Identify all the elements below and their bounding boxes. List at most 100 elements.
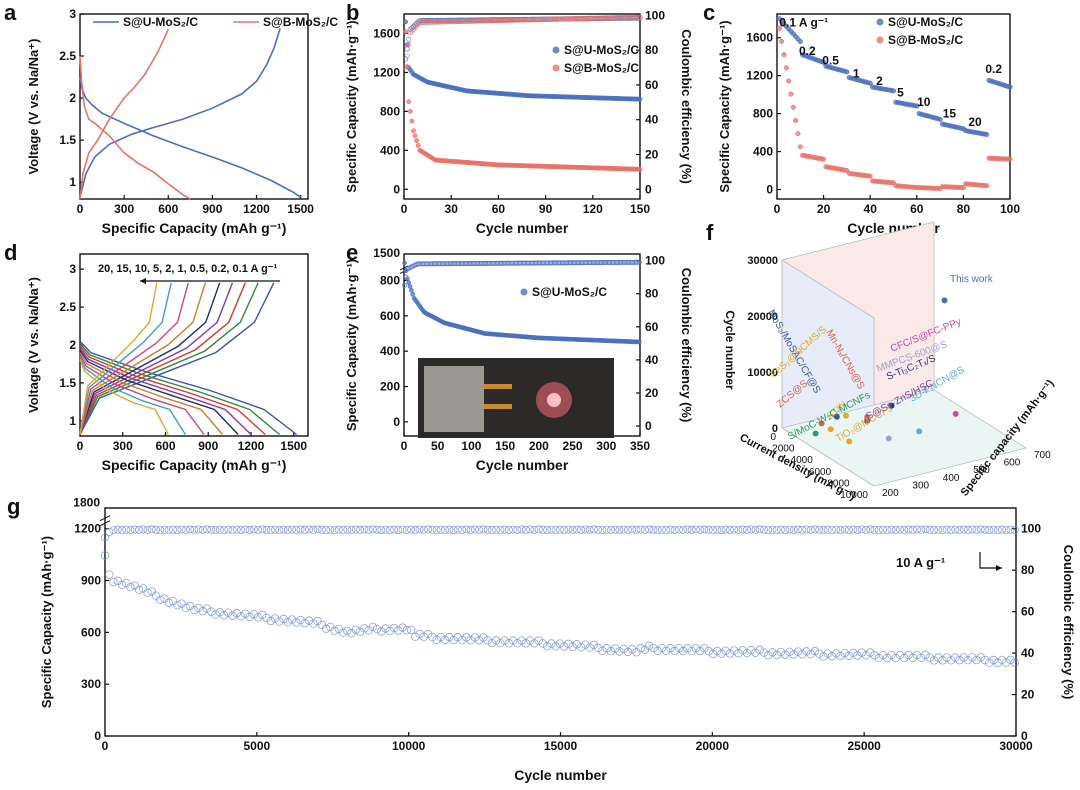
capacity-point — [1010, 658, 1019, 667]
ce-point — [700, 525, 709, 534]
ce-point — [538, 525, 547, 534]
capacity-point — [955, 656, 964, 665]
ce-point — [713, 525, 722, 534]
capacity-point — [695, 646, 705, 656]
ce-point — [589, 525, 598, 534]
ce-point — [428, 525, 437, 534]
capacity-point — [832, 649, 841, 658]
ce-point — [351, 525, 360, 534]
ce-point — [717, 526, 726, 535]
ce-point — [602, 525, 611, 534]
capacity-point — [113, 576, 122, 586]
ce-point — [105, 527, 114, 536]
capacity-point — [462, 633, 471, 642]
ce-point — [628, 525, 637, 534]
ce-point — [377, 526, 386, 535]
ce-point — [883, 526, 892, 535]
capacity-point — [721, 646, 730, 656]
comparison-point — [812, 430, 819, 437]
rate-20-charge-curve — [79, 282, 158, 435]
capacity-point — [428, 632, 437, 642]
ce-point — [989, 525, 998, 534]
y-tick-label: 1600 — [373, 26, 400, 40]
capacity-point — [292, 618, 301, 627]
y2-tick-label: 100 — [1021, 522, 1041, 536]
ce-point — [445, 525, 454, 534]
capacity-point — [853, 651, 862, 660]
ce-point — [356, 525, 365, 534]
y2-tick-label: 0 — [645, 182, 652, 196]
capacity-point — [126, 582, 135, 592]
legend-label: S@B-MoS₂/C — [888, 33, 963, 47]
capacity-point — [432, 635, 441, 644]
capacity-point — [857, 648, 866, 657]
capacity-point — [130, 581, 139, 590]
rate-15-charge-curve — [79, 282, 172, 435]
z-tick-label: 30000 — [747, 255, 778, 267]
ce-point — [734, 525, 743, 534]
series-1-line — [79, 28, 281, 198]
x-tick-label: 0 — [77, 202, 84, 216]
capacity-point — [470, 633, 480, 642]
rate-0.1-discharge-curve — [79, 340, 298, 436]
capacity-point — [487, 638, 497, 648]
x-tick-label: 1500 — [287, 202, 314, 216]
y-break-label: 1800 — [73, 496, 100, 510]
ce-point — [908, 525, 917, 534]
data-point — [788, 91, 794, 97]
capacity-point — [985, 658, 994, 668]
axis-frame — [403, 13, 641, 200]
ce-point — [152, 525, 161, 534]
y-tick-label: 1200 — [746, 69, 773, 83]
x-tick-label: 600 — [155, 439, 175, 453]
ce-point — [271, 525, 280, 534]
capacity-point — [338, 628, 348, 637]
data-point — [821, 59, 827, 65]
legend-marker — [552, 64, 560, 72]
rate-label: 0.1 A g⁻¹ — [779, 15, 828, 29]
y2-tick-label: 20 — [645, 147, 659, 161]
rate-label: 15 — [943, 106, 957, 120]
series-2-line — [79, 55, 191, 200]
y2-tick-label: 40 — [1021, 646, 1035, 660]
capacity-point — [674, 643, 684, 653]
ce-point — [109, 526, 118, 535]
capacity-point — [623, 647, 633, 657]
capacity-point — [866, 648, 875, 657]
ce-point — [241, 525, 250, 534]
ce-point — [725, 526, 734, 535]
capacity-point — [453, 633, 463, 642]
ce-point — [755, 525, 764, 534]
data-point — [793, 117, 799, 124]
panel-label: f — [706, 220, 714, 245]
capacity-point — [925, 653, 934, 662]
capacity-point — [547, 639, 556, 648]
y-tick-label: 0 — [94, 729, 101, 743]
capacity-point — [921, 650, 930, 660]
capacity-point — [457, 635, 467, 645]
ce-point — [623, 525, 632, 534]
capacity-point — [810, 646, 820, 656]
ce-point — [419, 525, 428, 534]
capacity-point — [946, 656, 956, 665]
y2-tick-label: 60 — [645, 78, 659, 92]
data-point — [914, 103, 920, 109]
capacity-point — [555, 639, 565, 648]
ce-point — [947, 526, 956, 535]
ce-point — [793, 525, 802, 534]
y-tick-label: 1.5 — [59, 376, 76, 390]
capacity-point — [504, 639, 514, 648]
capacity-point — [134, 585, 144, 594]
y-axis-label: Voltage (V vs. Na/Na⁺) — [26, 39, 41, 175]
floor — [780, 389, 1028, 487]
rate-0.2-discharge-curve — [79, 343, 280, 436]
capacity-point — [559, 642, 569, 651]
y-tick-label: 2 — [69, 91, 76, 105]
capacity-point — [823, 649, 832, 658]
ce-point — [254, 525, 263, 534]
legend-label: S@U-MoS₂/C — [564, 43, 639, 57]
capacity-point — [185, 601, 195, 611]
legend-label: S@B-MoS₂/C — [564, 61, 639, 75]
rate-10-charge-curve — [79, 282, 189, 435]
x-axis-label: Specific Capacity (mAh g⁻¹) — [102, 220, 287, 236]
